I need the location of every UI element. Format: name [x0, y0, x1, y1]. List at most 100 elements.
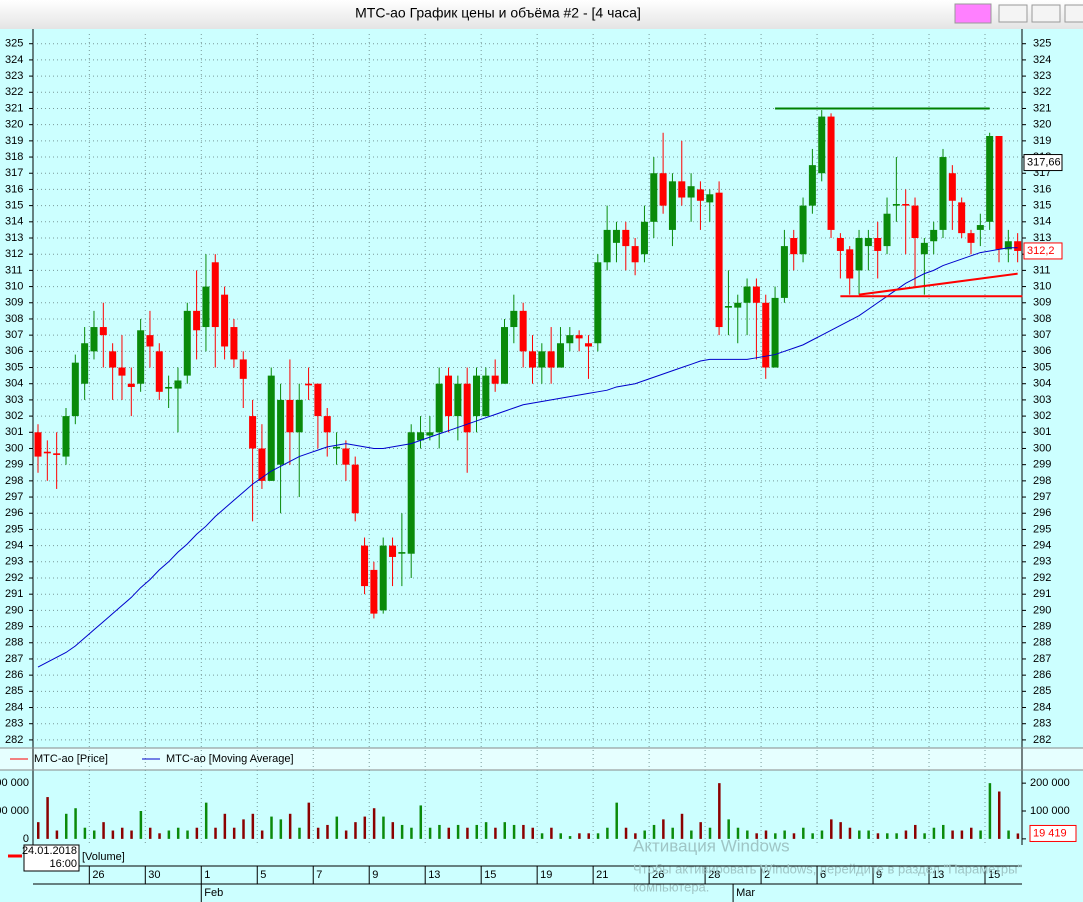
candle-body	[939, 157, 947, 230]
volume-bar	[914, 824, 917, 839]
y-tick-label: 302	[1033, 410, 1051, 422]
y-tick-label: 304	[5, 378, 23, 390]
volume-bar	[550, 827, 553, 839]
volume-bar	[643, 830, 646, 839]
volume-bar	[260, 830, 264, 839]
legend-label: МТС-ао [Price]	[34, 753, 108, 765]
volume-bar	[886, 833, 889, 839]
candle-body	[902, 204, 910, 206]
trend-line	[858, 272, 1018, 296]
date-label: 21	[596, 869, 608, 881]
y-tick-label: 309	[1033, 297, 1051, 309]
volume-bar	[83, 827, 87, 839]
y-tick-label: 320	[5, 119, 23, 131]
candle-body	[715, 192, 723, 328]
date-label: 5	[260, 869, 266, 881]
volume-bar	[970, 827, 973, 839]
volume-bar	[522, 824, 525, 839]
volume-bar	[279, 819, 283, 839]
volume-bar	[288, 813, 292, 839]
candle-body	[566, 335, 574, 344]
y-tick-label: 310	[1033, 280, 1051, 292]
candle-body	[846, 249, 854, 279]
volume-bar	[839, 822, 842, 839]
volume-bar	[428, 827, 432, 839]
y-tick-label: 312	[5, 248, 23, 260]
candle-body	[155, 351, 163, 392]
volume-bar	[391, 822, 395, 839]
y-tick-label: 320	[1033, 119, 1051, 131]
y-tick-label: 324	[5, 54, 23, 66]
volume-panel	[0, 770, 1083, 845]
volume-bar	[195, 827, 199, 839]
volume-bar	[736, 827, 740, 839]
date-label: 6	[820, 869, 826, 881]
candle-body	[482, 375, 490, 417]
volume-bar	[680, 813, 684, 839]
volume-bar	[988, 783, 992, 839]
link-button[interactable]	[954, 3, 992, 24]
volume-bar	[167, 830, 171, 839]
volume-bar	[876, 833, 880, 839]
candle-body	[118, 367, 126, 376]
candle-body	[948, 173, 956, 201]
volume-bar	[223, 813, 227, 839]
candle-body	[426, 432, 434, 436]
candle-body	[445, 375, 453, 417]
volume-marker-label: 19 419	[1033, 827, 1067, 839]
volume-bar	[37, 822, 40, 839]
date-label: 30	[148, 869, 160, 881]
candle-body	[528, 351, 536, 368]
volume-bar	[708, 827, 712, 839]
volume-bar	[774, 833, 777, 839]
volume-bar	[568, 836, 572, 839]
candle-body	[333, 446, 341, 449]
candle-body	[640, 221, 648, 255]
candle-body	[351, 464, 359, 514]
candle-body	[986, 136, 994, 222]
volume-marker	[1029, 824, 1077, 842]
candle-body	[407, 432, 415, 554]
restore-button[interactable]	[1031, 4, 1061, 23]
close-button[interactable]	[1064, 4, 1083, 23]
candle-body	[211, 262, 219, 328]
y-tick-label: 282	[1033, 734, 1051, 746]
minimize-button[interactable]	[998, 4, 1028, 23]
date-label: 13	[932, 869, 944, 881]
volume-bar	[671, 827, 674, 839]
candle-body	[594, 262, 602, 344]
y-tick-label: 296	[1033, 507, 1051, 519]
candle-body	[631, 246, 639, 263]
date-label: 28	[708, 869, 720, 881]
candle-body	[724, 306, 732, 308]
volume-bar	[400, 824, 404, 839]
volume-bar	[176, 827, 180, 839]
candle-body	[267, 375, 275, 481]
volume-bar	[186, 830, 189, 839]
candle-body	[99, 327, 107, 336]
candle-body	[473, 375, 481, 417]
volume-bar	[755, 833, 758, 839]
volume-bar	[148, 827, 152, 839]
candle-body	[799, 205, 807, 255]
candle-body	[603, 229, 611, 263]
candle-body	[239, 359, 247, 379]
date-axis	[0, 845, 1083, 902]
y-tick-label: 314	[5, 216, 23, 228]
y-tick-label: 303	[5, 394, 23, 406]
y-tick-label: 311	[5, 264, 23, 276]
candle-body	[417, 432, 425, 441]
candle-body	[71, 362, 79, 417]
candle-body	[696, 189, 704, 201]
title-bar	[0, 0, 1083, 29]
date-label: 26	[652, 869, 664, 881]
volume-bar	[139, 811, 143, 839]
y-tick-label: 292	[5, 572, 23, 584]
candle-body	[892, 204, 900, 206]
candle-body	[305, 383, 313, 386]
y-tick-label: 314	[1033, 216, 1051, 228]
candle-body	[967, 233, 975, 243]
volume-bar	[634, 833, 637, 839]
candle-body	[911, 205, 919, 238]
y-tick-label: 299	[5, 459, 23, 471]
